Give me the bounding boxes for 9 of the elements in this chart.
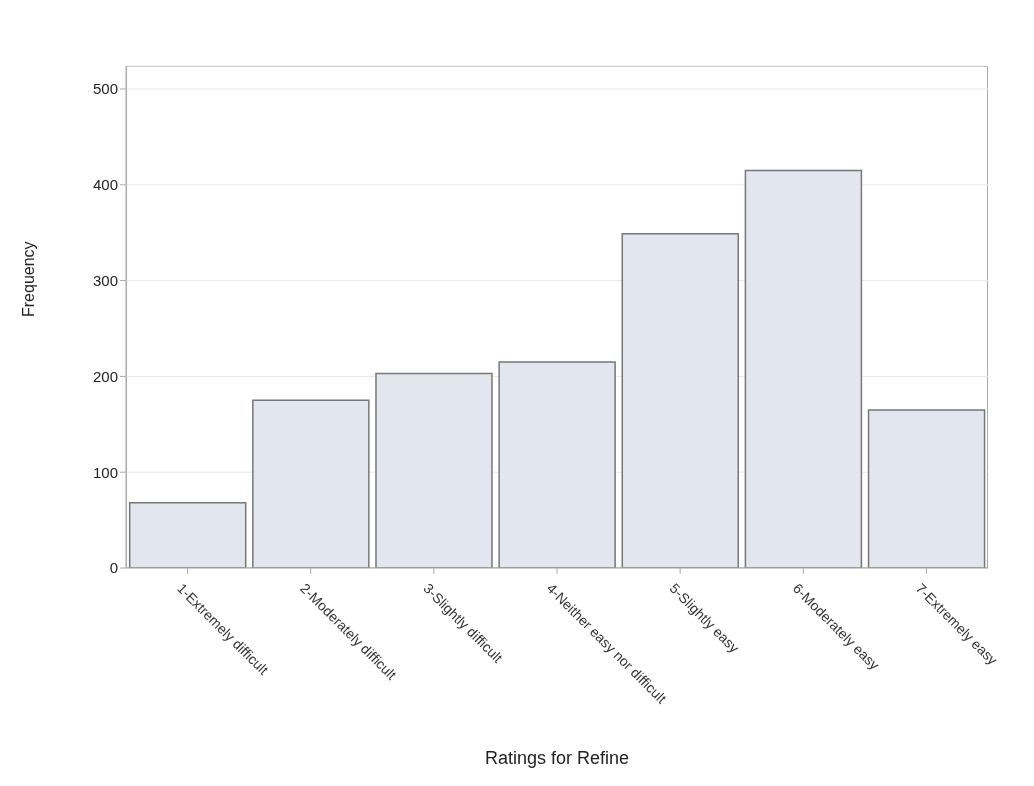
y-tick-label: 400: [92, 176, 118, 194]
y-axis-title: Frequency: [19, 241, 37, 317]
y-tick-label: 300: [92, 271, 118, 289]
y-tick-label: 200: [92, 367, 118, 385]
x-axis-title: Ratings for Refine: [484, 748, 630, 768]
y-tick-label: 500: [92, 80, 118, 98]
y-tick-label: 0: [109, 559, 118, 577]
y-tick-label: 100: [92, 463, 118, 481]
bar: [128, 502, 247, 568]
